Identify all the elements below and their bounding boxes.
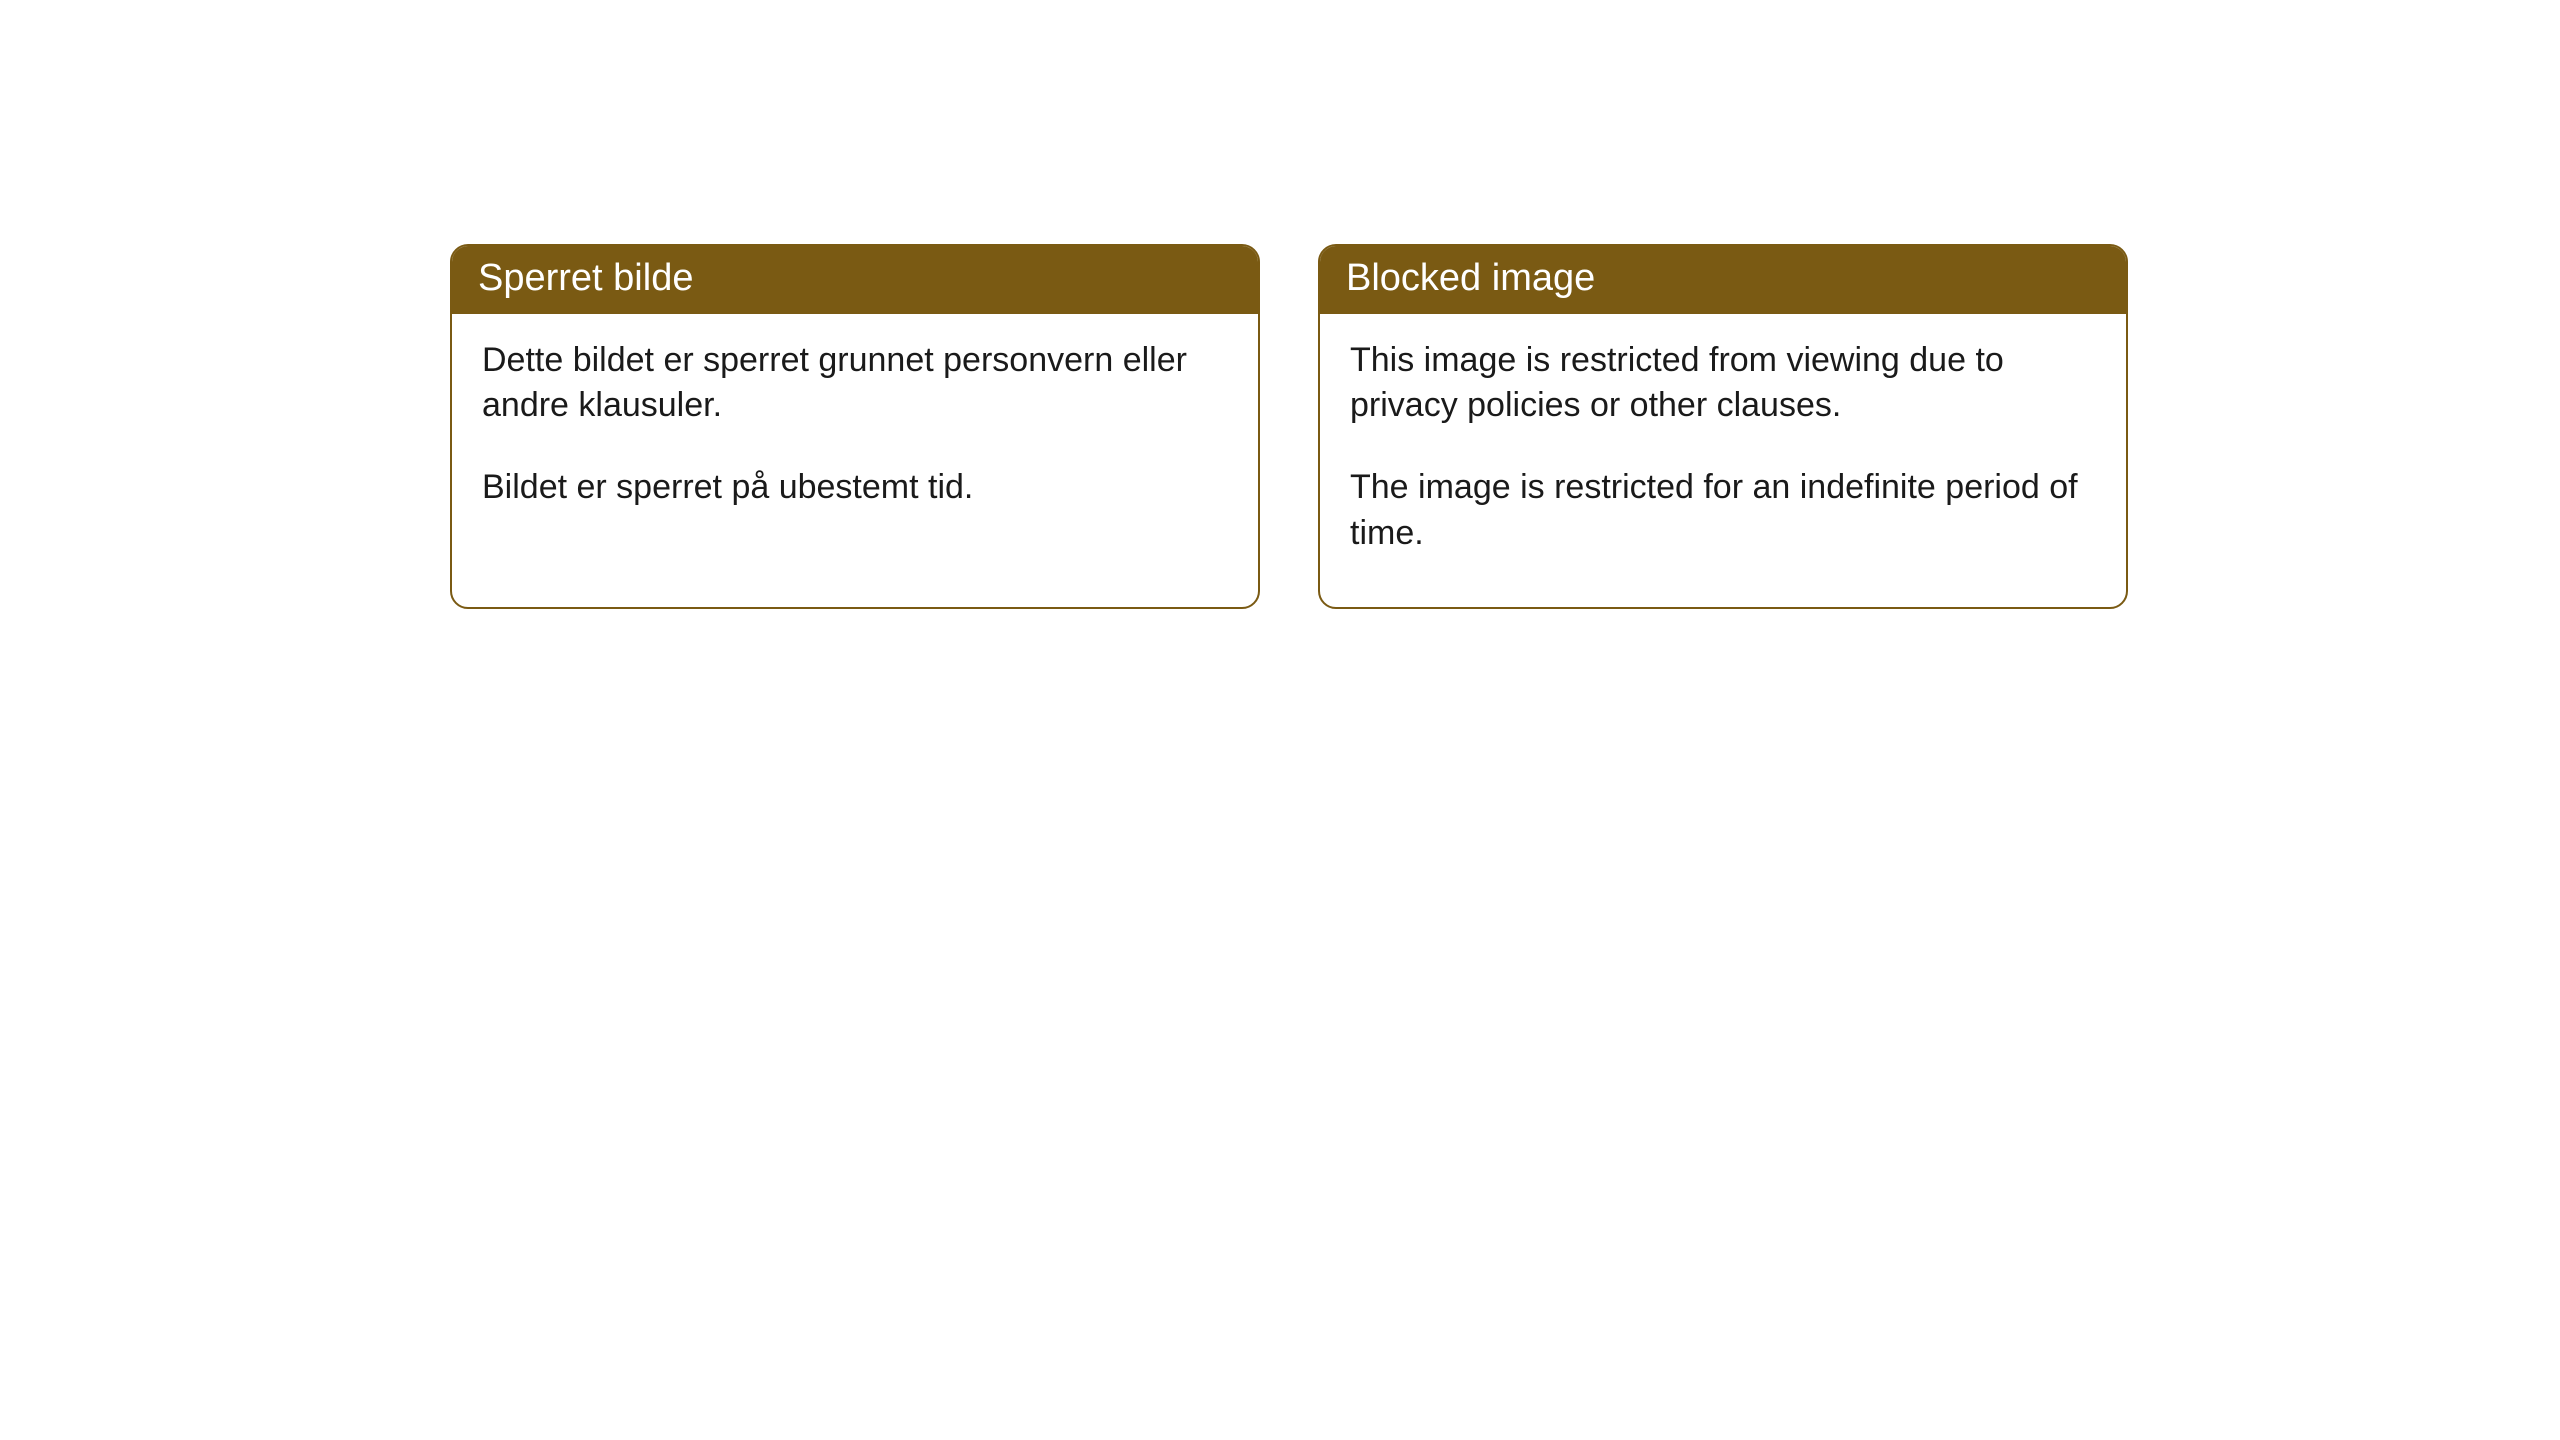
card-body-english: This image is restricted from viewing du… bbox=[1320, 314, 2126, 608]
card-body-norwegian: Dette bildet er sperret grunnet personve… bbox=[452, 314, 1258, 562]
card-paragraph: The image is restricted for an indefinit… bbox=[1350, 465, 2096, 557]
card-paragraph: This image is restricted from viewing du… bbox=[1350, 338, 2096, 430]
card-header-norwegian: Sperret bilde bbox=[452, 246, 1258, 314]
card-header-english: Blocked image bbox=[1320, 246, 2126, 314]
card-paragraph: Dette bildet er sperret grunnet personve… bbox=[482, 338, 1228, 430]
card-paragraph: Bildet er sperret på ubestemt tid. bbox=[482, 465, 1228, 511]
cards-container: Sperret bilde Dette bildet er sperret gr… bbox=[450, 244, 2128, 609]
card-english: Blocked image This image is restricted f… bbox=[1318, 244, 2128, 609]
card-norwegian: Sperret bilde Dette bildet er sperret gr… bbox=[450, 244, 1260, 609]
